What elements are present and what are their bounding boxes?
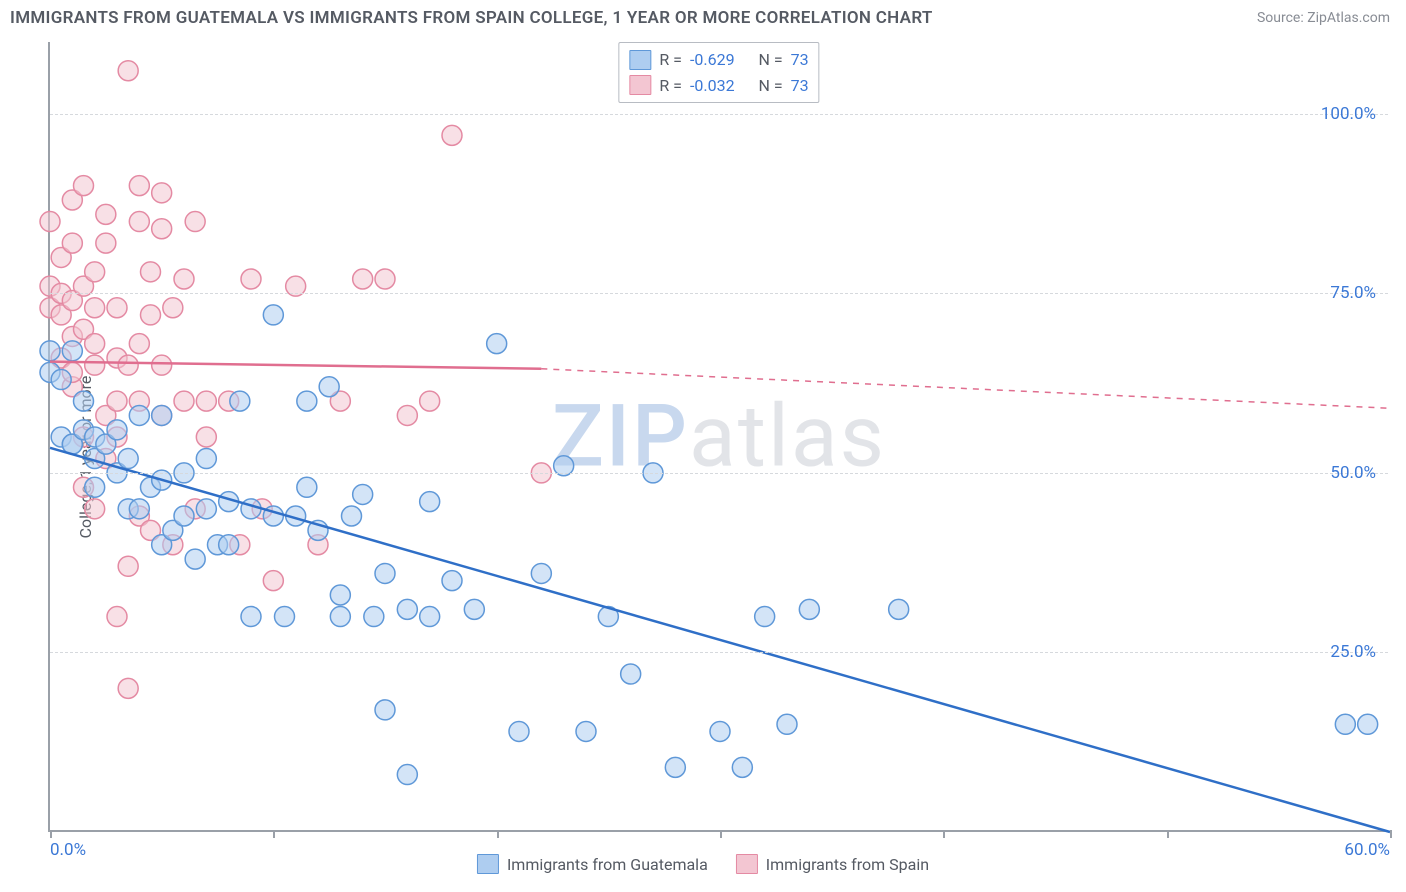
series-legend: Immigrants from Guatemala Immigrants fro… <box>477 854 929 874</box>
swatch-guatemala <box>629 50 651 70</box>
legend-item-guatemala: Immigrants from Guatemala <box>477 854 708 874</box>
legend-row-guatemala: R = -0.629 N = 73 <box>629 47 808 73</box>
regression-line-layer <box>50 42 1388 830</box>
x-tick <box>720 830 722 838</box>
chart-title: IMMIGRANTS FROM GUATEMALA VS IMMIGRANTS … <box>10 8 933 28</box>
y-tick-label: 25.0% <box>1330 642 1376 662</box>
x-tick-label: 60.0% <box>1344 840 1390 860</box>
source-attribution: Source: ZipAtlas.com <box>1257 10 1390 26</box>
x-tick-label: 0.0% <box>50 840 86 860</box>
gridline <box>50 652 1388 653</box>
legend-swatch-spain <box>736 854 758 874</box>
legend-swatch-guatemala <box>477 854 499 874</box>
legend-row-spain: R = -0.032 N = 73 <box>629 73 808 99</box>
x-tick <box>497 830 499 838</box>
header: IMMIGRANTS FROM GUATEMALA VS IMMIGRANTS … <box>0 0 1406 32</box>
x-tick <box>1167 830 1169 838</box>
regression-line-extrapolated <box>541 369 1390 409</box>
y-tick-label: 75.0% <box>1330 283 1376 303</box>
x-tick <box>273 830 275 838</box>
legend-item-spain: Immigrants from Spain <box>736 854 929 874</box>
x-tick <box>1390 830 1392 838</box>
regression-line <box>50 448 1390 832</box>
chart-container: College, 1 year or more ZIPatlas R = -0.… <box>0 32 1406 882</box>
regression-line <box>50 362 541 369</box>
gridline <box>50 293 1388 294</box>
gridline <box>50 473 1388 474</box>
swatch-spain <box>629 75 651 95</box>
x-tick <box>943 830 945 838</box>
y-tick-label: 50.0% <box>1330 463 1376 483</box>
legend-label: Immigrants from Spain <box>766 855 929 874</box>
y-tick-label: 100.0% <box>1321 104 1376 124</box>
x-tick <box>50 830 52 838</box>
plot-area: ZIPatlas R = -0.629 N = 73 R = -0.032 N … <box>48 42 1388 832</box>
gridline <box>50 114 1388 115</box>
legend-label: Immigrants from Guatemala <box>507 855 708 874</box>
correlation-legend: R = -0.629 N = 73 R = -0.032 N = 73 <box>618 42 819 103</box>
